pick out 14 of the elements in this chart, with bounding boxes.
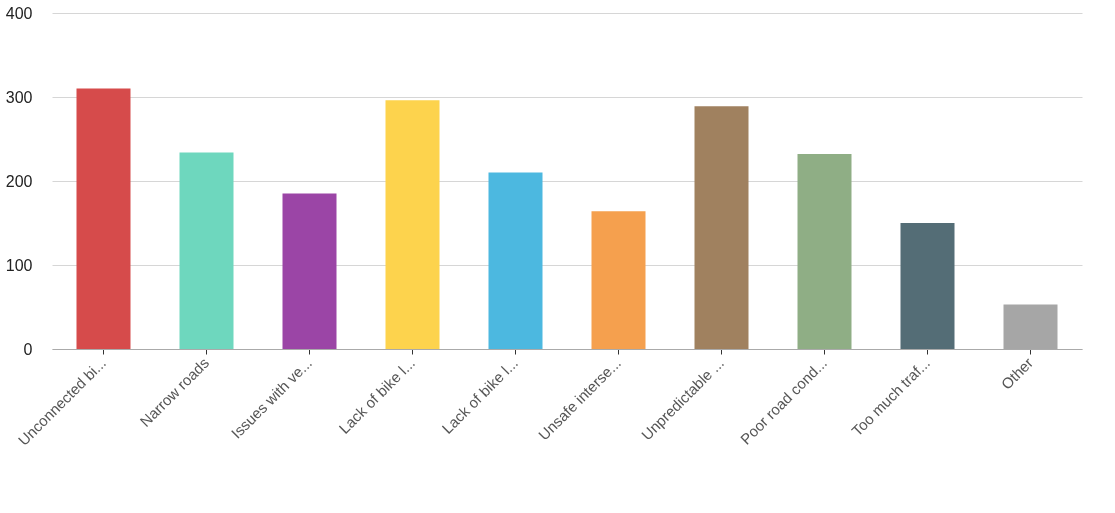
bar [385,100,440,349]
bar [76,88,131,349]
bar [900,223,955,349]
y-tick-label: 0 [23,340,33,358]
bar [282,193,337,349]
bar [591,211,646,349]
bar [797,154,852,349]
y-tick-label: 400 [5,4,33,22]
bar [488,172,543,349]
y-tick-label: 300 [5,88,33,106]
y-tick-label: 200 [5,172,33,190]
bar [179,152,234,349]
y-tick-label: 100 [5,256,33,274]
bar [694,106,749,349]
